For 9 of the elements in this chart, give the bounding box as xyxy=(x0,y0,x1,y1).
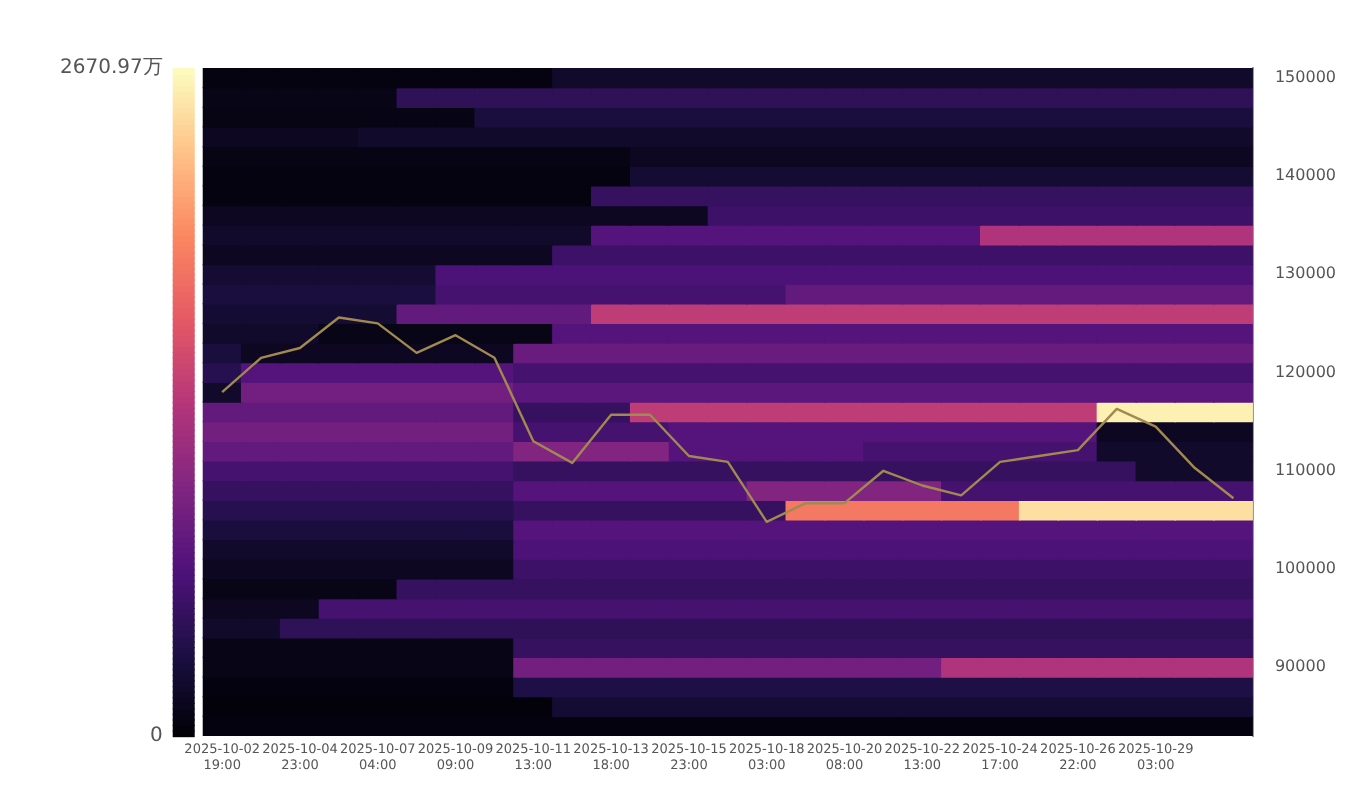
color-bar-label: 0 xyxy=(149,725,163,748)
y-tick-label: 150000 xyxy=(1274,67,1337,86)
y-tick-label: 100000 xyxy=(1274,559,1337,578)
y-tick-label: 90000 xyxy=(1274,657,1326,676)
y-tick-label: 110000 xyxy=(1274,460,1337,479)
y-tick-label: 140000 xyxy=(1274,166,1337,185)
color-bar-label: 2670.97万 xyxy=(59,57,163,80)
y-tick-label: 120000 xyxy=(1274,362,1337,381)
y-tick-label: 130000 xyxy=(1274,264,1337,283)
